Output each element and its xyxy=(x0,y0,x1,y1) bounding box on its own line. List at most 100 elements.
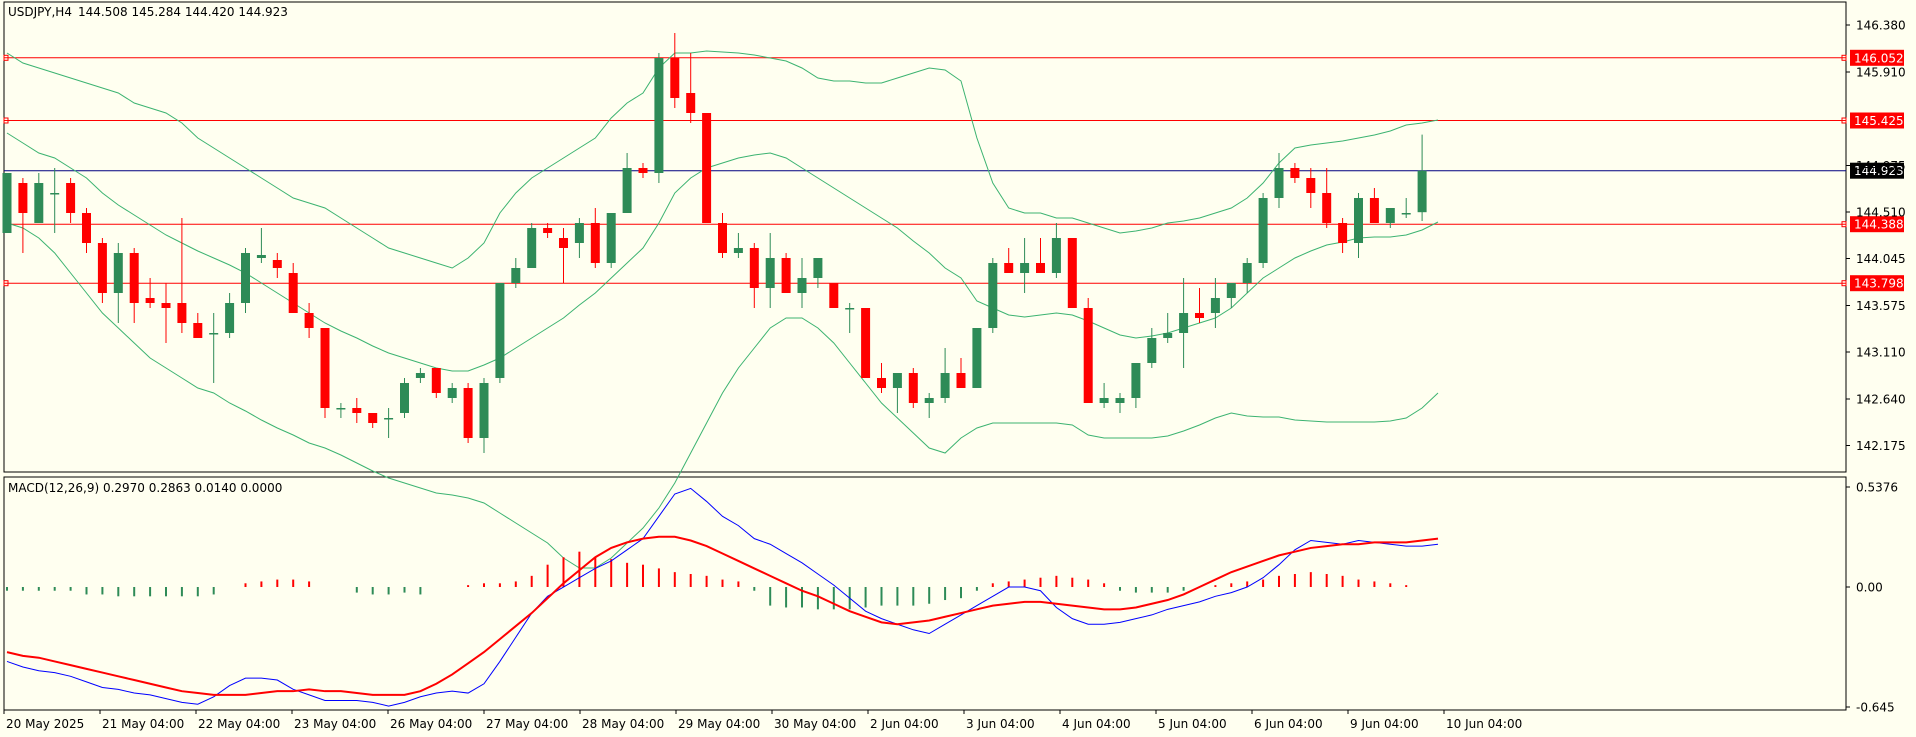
candle-body-bull xyxy=(1274,168,1284,198)
candle-body-bull xyxy=(1210,298,1220,313)
candle-body-bull xyxy=(1354,198,1363,243)
candle-body-bull xyxy=(972,328,982,388)
candle-body-bear xyxy=(1083,308,1093,403)
candle-body-bull xyxy=(256,255,266,258)
level-price-label: 143.798 xyxy=(1854,277,1904,291)
candle-body-bull xyxy=(1163,333,1173,338)
level-marker-right xyxy=(1841,117,1847,124)
time-tick-label: 29 May 04:00 xyxy=(678,717,760,731)
candle-body-bear xyxy=(781,258,791,293)
level-price-tag xyxy=(1850,49,1904,66)
level-price-tag xyxy=(1850,275,1904,292)
price-tick-label: 146.380 xyxy=(1856,19,1906,33)
candle-body-bull xyxy=(606,213,616,263)
candle-body-bull xyxy=(1131,363,1141,398)
level-price-tag xyxy=(1850,216,1904,233)
candle-body-bull xyxy=(765,258,775,288)
candle-body-bear xyxy=(177,303,187,323)
candle-body-bear xyxy=(908,373,918,403)
candle-body-bull xyxy=(384,418,394,420)
price-tick-label: 144.975 xyxy=(1856,159,1906,173)
candle-body-bear xyxy=(1036,263,1045,273)
candle-body-bear xyxy=(1004,263,1014,273)
level-price-label: 145.425 xyxy=(1854,114,1904,128)
candle-body-bull xyxy=(447,388,457,398)
candle-body-bear xyxy=(543,228,553,233)
candle-body-bear xyxy=(956,373,966,388)
candle-body-bear xyxy=(877,378,886,388)
time-tick-label: 9 Jun 04:00 xyxy=(1350,717,1419,731)
signal-line xyxy=(6,535,1439,696)
candle-body-bear xyxy=(1369,198,1379,223)
candle-body-bull xyxy=(50,193,60,195)
candle-body-bear xyxy=(1306,178,1316,193)
symbol-label: USDJPY,H4 xyxy=(8,5,72,19)
candle-body-bull xyxy=(1179,313,1189,333)
candle-body-bear xyxy=(559,238,568,248)
level-price-label: 144.388 xyxy=(1854,218,1904,232)
time-tick-label: 30 May 04:00 xyxy=(774,717,856,731)
ohlc-label: 144.508 145.284 144.420 144.923 xyxy=(78,5,288,19)
candle-body-bull xyxy=(733,248,743,253)
candle-body-bull xyxy=(241,253,250,303)
candle-body-bull xyxy=(479,383,489,438)
bollinger-upper-band xyxy=(6,50,1439,269)
candle-body-bull xyxy=(209,333,219,335)
candle-body-bull xyxy=(1258,198,1268,263)
level-marker-left xyxy=(3,117,9,124)
candle-body-bear xyxy=(718,223,727,253)
candle-body-bear xyxy=(670,58,680,98)
level-price-tag xyxy=(1850,112,1904,129)
candle-body-bull xyxy=(1051,238,1061,273)
candle-body-bull xyxy=(1099,398,1109,403)
candle-body-bear xyxy=(129,253,139,303)
level-marker-right xyxy=(1841,280,1847,287)
time-tick-label: 2 Jun 04:00 xyxy=(870,717,939,731)
candle-body-bear xyxy=(82,213,91,243)
candle-body-bull xyxy=(495,283,505,378)
candle-body-bull xyxy=(1020,263,1030,273)
candle-body-bull xyxy=(654,58,664,173)
candle-body-bear xyxy=(1067,238,1077,308)
candle-body-bull xyxy=(225,303,235,333)
candle-body-bear xyxy=(861,308,871,378)
level-marker-right xyxy=(1841,54,1847,61)
candle-body-bull xyxy=(511,268,521,283)
candle-body-bull xyxy=(34,183,44,223)
candle-body-bull xyxy=(622,168,632,213)
candle-body-bull xyxy=(1401,213,1411,215)
time-tick-label: 27 May 04:00 xyxy=(486,717,568,731)
candle-body-bear xyxy=(686,93,696,113)
price-tick-label: 145.910 xyxy=(1856,66,1906,80)
candle-body-bull xyxy=(1147,338,1157,363)
time-tick-label: 10 Jun 04:00 xyxy=(1446,717,1522,731)
level-marker-left xyxy=(3,280,9,287)
candle-body-bull xyxy=(1115,398,1125,403)
candle-body-bull xyxy=(415,373,425,378)
time-tick-label: 26 May 04:00 xyxy=(390,717,472,731)
candle-body-bull xyxy=(813,258,823,278)
candle-body-bull xyxy=(797,278,807,293)
candle-body-bear xyxy=(18,183,28,213)
macd-label: MACD(12,26,9) 0.2970 0.2863 0.0140 0.000… xyxy=(8,481,282,495)
time-tick-label: 5 Jun 04:00 xyxy=(1158,717,1227,731)
level-marker-right xyxy=(1841,221,1847,228)
time-tick-label: 23 May 04:00 xyxy=(294,717,376,731)
candle-body-bear xyxy=(320,328,330,408)
candle-body-bull xyxy=(892,373,902,388)
macd-tick-label: 0.00 xyxy=(1856,581,1883,595)
price-tick-label: 142.175 xyxy=(1856,439,1906,453)
candle-body-bear xyxy=(1322,193,1332,223)
macd-panel-frame xyxy=(3,476,1847,711)
price-tick-label: 143.575 xyxy=(1856,299,1906,313)
axes: 146.052 145.425 144.388 143.798 144.923 146.3… xyxy=(3,19,1906,731)
time-tick-label: 3 Jun 04:00 xyxy=(966,717,1035,731)
macd-line xyxy=(6,487,1439,707)
level-marker-left xyxy=(3,54,9,61)
price-tick-label: 144.045 xyxy=(1856,252,1906,266)
candle-body-bull xyxy=(1226,283,1236,298)
macd-panel xyxy=(6,487,1439,707)
bollinger-lower-band xyxy=(6,222,1439,569)
